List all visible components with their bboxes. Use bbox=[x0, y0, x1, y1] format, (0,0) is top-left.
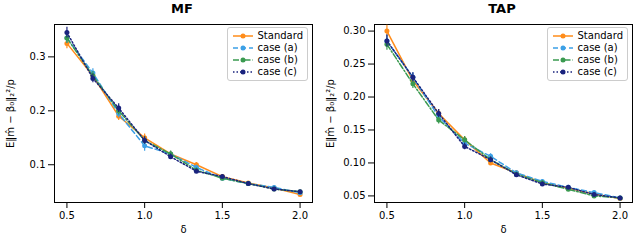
html-text:MF: MF bbox=[171, 1, 193, 16]
html-text:Standard: Standard bbox=[577, 30, 623, 41]
svg-text:0.5: 0.5 bbox=[59, 210, 75, 221]
html-text:case (b): case (b) bbox=[257, 54, 298, 65]
svg-text:E‖m̂ − β₀‖₂²/p: E‖m̂ − β₀‖₂²/p bbox=[325, 79, 337, 148]
svg-text:δ: δ bbox=[500, 224, 506, 235]
svg-text:0.30: 0.30 bbox=[343, 25, 365, 36]
svg-text:0.20: 0.20 bbox=[343, 91, 365, 102]
html-text:case (a): case (a) bbox=[577, 42, 618, 53]
html-text:TAP: TAP bbox=[488, 1, 516, 16]
svg-text:1.5: 1.5 bbox=[214, 210, 230, 221]
svg-text:2.0: 2.0 bbox=[612, 210, 628, 221]
svg-text:0.3: 0.3 bbox=[30, 51, 46, 62]
svg-text:1.5: 1.5 bbox=[534, 210, 550, 221]
svg-text:δ: δ bbox=[180, 224, 186, 235]
svg-text:1.0: 1.0 bbox=[457, 210, 473, 221]
svg-text:0.05: 0.05 bbox=[343, 190, 365, 201]
svg-text:2.0: 2.0 bbox=[292, 210, 308, 221]
svg-text:0.10: 0.10 bbox=[343, 157, 365, 168]
svg-text:E‖m̂ − β₀‖₂²/p: E‖m̂ − β₀‖₂²/p bbox=[5, 79, 17, 148]
svg-text:0.2: 0.2 bbox=[30, 105, 46, 116]
html-text:Standard: Standard bbox=[257, 30, 303, 41]
html-text:case (a): case (a) bbox=[257, 42, 298, 53]
html-text:case (b): case (b) bbox=[577, 54, 618, 65]
svg-text:0.1: 0.1 bbox=[30, 159, 46, 170]
html-text:case (c): case (c) bbox=[257, 66, 297, 77]
svg-text:1.0: 1.0 bbox=[137, 210, 153, 221]
svg-text:0.5: 0.5 bbox=[379, 210, 395, 221]
html-text:case (c): case (c) bbox=[577, 66, 617, 77]
svg-text:0.25: 0.25 bbox=[343, 58, 365, 69]
svg-text:0.15: 0.15 bbox=[343, 124, 365, 135]
